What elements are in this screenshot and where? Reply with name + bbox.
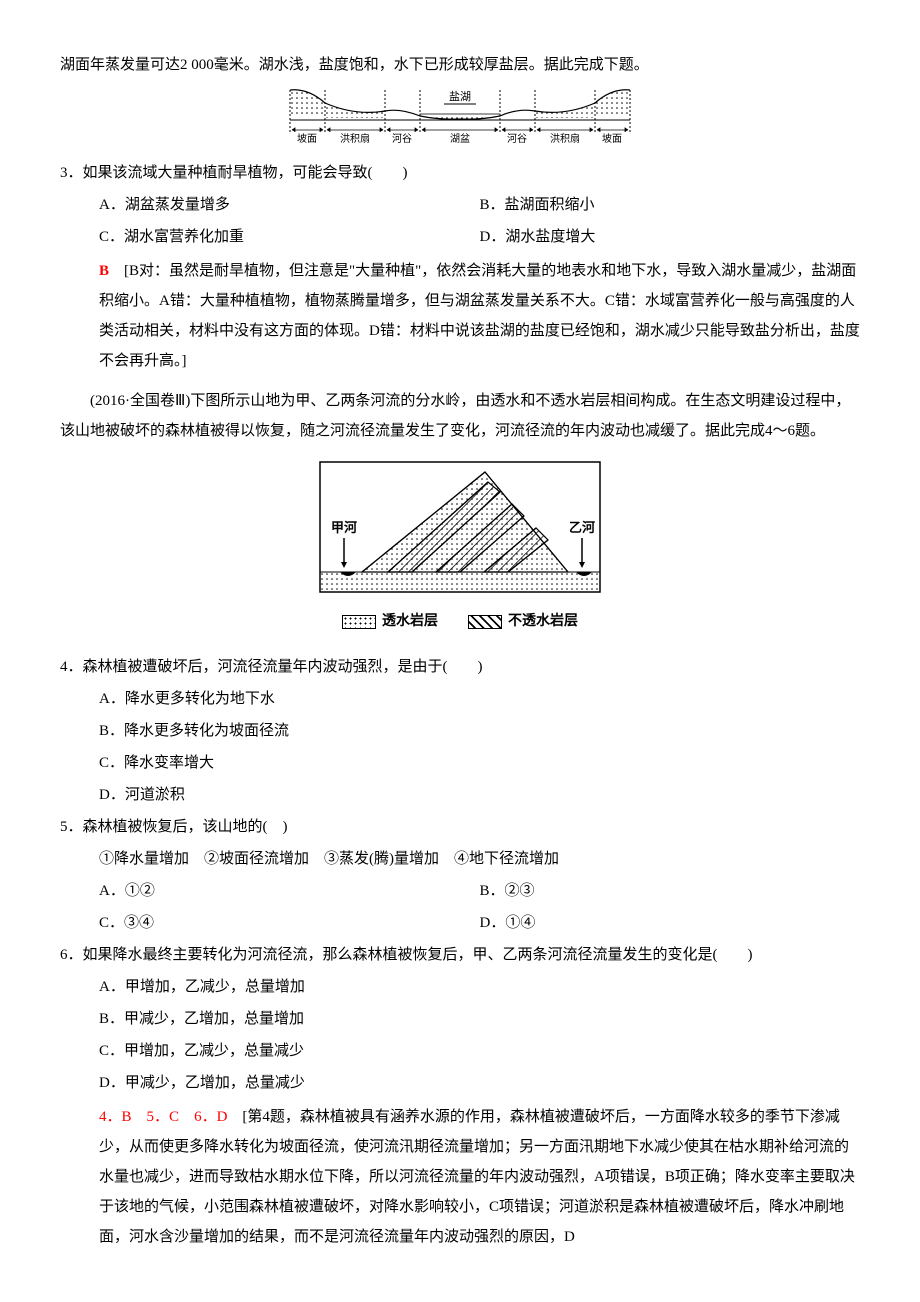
q3-answer-letter: B bbox=[99, 263, 109, 279]
fig1-label-5: 洪积扇 bbox=[550, 132, 580, 145]
q3-opt-c: C．湖水富营养化加重 bbox=[99, 222, 480, 252]
q5-opt-a: A．①② bbox=[99, 876, 480, 906]
ans5: 5．C bbox=[147, 1109, 180, 1125]
legend-swatch-dots bbox=[342, 615, 376, 629]
q6-opt-d: D．甲减少，乙增加，总量减少 bbox=[99, 1068, 860, 1098]
fig1-label-0: 坡面 bbox=[297, 132, 317, 145]
q6-stem: 6．如果降水最终主要转化为河流径流，那么森林植被恢复后，甲、乙两条河流径流量发生… bbox=[60, 940, 860, 970]
q4-opt-c: C．降水变率增大 bbox=[99, 748, 860, 778]
q6-opt-c: C．甲增加，乙减少，总量减少 bbox=[99, 1036, 860, 1066]
figure-basin-cross-section: 盐湖 坡面 洪积扇 河谷 湖盆 河谷 洪积扇 坡面 bbox=[60, 86, 860, 146]
mountain-svg: 甲河 乙河 bbox=[310, 452, 610, 602]
q6-options: A．甲增加，乙减少，总量增加 B．甲减少，乙增加，总量增加 C．甲增加，乙减少，… bbox=[60, 972, 860, 1098]
fig1-label-3: 湖盆 bbox=[450, 132, 470, 145]
q3-opt-b: B．盐湖面积缩小 bbox=[480, 190, 861, 220]
q3-answer: B [B对：虽然是耐旱植物，但注意是"大量种植"，依然会消耗大量的地表水和地下水… bbox=[60, 256, 860, 376]
q3-opt-a: A．湖盆蒸发量增多 bbox=[99, 190, 480, 220]
fig1-top-label: 盐湖 bbox=[449, 90, 471, 103]
q4-stem: 4．森林植被遭破坏后，河流径流量年内波动强烈，是由于( ) bbox=[60, 652, 860, 682]
q4-opt-b: B．降水更多转化为坡面径流 bbox=[99, 716, 860, 746]
ans46-text: [第4题，森林植被具有涵养水源的作用，森林植被遭破坏后，一方面降水较多的季节下渗… bbox=[99, 1109, 855, 1245]
intro-q3: 湖面年蒸发量可达2 000毫米。湖水浅，盐度饱和，水下已形成较厚盐层。据此完成下… bbox=[60, 50, 860, 80]
q3-options: A．湖盆蒸发量增多 B．盐湖面积缩小 C．湖水富营养化加重 D．湖水盐度增大 bbox=[60, 190, 860, 252]
context-46: (2016·全国卷Ⅲ)下图所示山地为甲、乙两条河流的分水岭，由透水和不透水岩层相… bbox=[60, 386, 860, 446]
q5-opt-c: C．③④ bbox=[99, 908, 480, 938]
q3-stem: 3．如果该流域大量种植耐旱植物，可能会导致( ) bbox=[60, 158, 860, 188]
q6-opt-a: A．甲增加，乙减少，总量增加 bbox=[99, 972, 860, 1002]
legend-permeable-label: 透水岩层 bbox=[382, 608, 438, 636]
fig1-label-4: 河谷 bbox=[507, 133, 527, 145]
fig1-label-6: 坡面 bbox=[602, 132, 622, 145]
q4-opt-d: D．河道淤积 bbox=[99, 780, 860, 810]
q5-subline: ①降水量增加 ②坡面径流增加 ③蒸发(腾)量增加 ④地下径流增加 bbox=[99, 844, 860, 874]
fig2-legend: 透水岩层 不透水岩层 bbox=[342, 608, 578, 636]
figure-mountain-cross-section: 甲河 乙河 透水岩层 不透水岩层 bbox=[60, 452, 860, 640]
legend-impermeable-label: 不透水岩层 bbox=[508, 608, 578, 636]
q6-opt-b: B．甲减少，乙增加，总量增加 bbox=[99, 1004, 860, 1034]
fig2-right-label: 乙河 bbox=[569, 520, 595, 535]
answers-4-6: 4．B 5．C 6．D [第4题，森林植被具有涵养水源的作用，森林植被遭破坏后，… bbox=[60, 1102, 860, 1252]
basin-svg: 盐湖 坡面 洪积扇 河谷 湖盆 河谷 洪积扇 坡面 bbox=[280, 86, 640, 146]
context-46-source: (2016·全国卷Ⅲ) bbox=[90, 393, 190, 409]
q3-opt-d: D．湖水盐度增大 bbox=[480, 222, 861, 252]
q3-answer-text: [B对：虽然是耐旱植物，但注意是"大量种植"，依然会消耗大量的地表水和地下水，导… bbox=[99, 263, 860, 369]
q4-options: A．降水更多转化为地下水 B．降水更多转化为坡面径流 C．降水变率增大 D．河道… bbox=[60, 684, 860, 810]
fig1-label-1: 洪积扇 bbox=[340, 132, 370, 145]
legend-permeable: 透水岩层 bbox=[342, 608, 438, 636]
fig1-label-2: 河谷 bbox=[392, 133, 412, 145]
fig2-left-label: 甲河 bbox=[331, 520, 357, 535]
legend-impermeable: 不透水岩层 bbox=[468, 608, 578, 636]
legend-swatch-hatch bbox=[468, 615, 502, 629]
q5-subline-options: ①降水量增加 ②坡面径流增加 ③蒸发(腾)量增加 ④地下径流增加 A．①② B．… bbox=[60, 844, 860, 938]
q5-opt-b: B．②③ bbox=[480, 876, 861, 906]
q4-opt-a: A．降水更多转化为地下水 bbox=[99, 684, 860, 714]
q5-stem: 5．森林植被恢复后，该山地的( ) bbox=[60, 812, 860, 842]
ans4: 4．B bbox=[99, 1109, 132, 1125]
q5-opt-d: D．①④ bbox=[480, 908, 861, 938]
ans6: 6．D bbox=[194, 1109, 227, 1125]
